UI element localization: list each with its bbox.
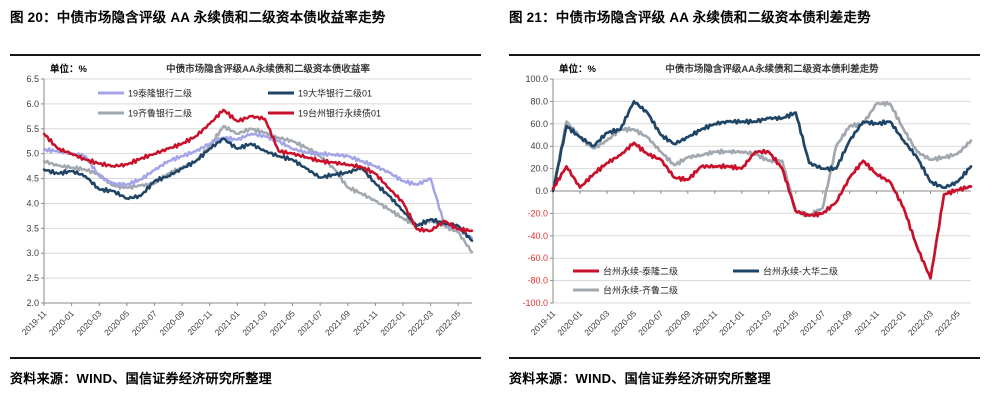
x-axis-label: 2020-05 (102, 308, 131, 337)
series-line-2 (42, 124, 474, 253)
x-axis-label: 2021-03 (744, 308, 773, 337)
figure21-caption: 图 21：中债市场隐含评级 AA 永续债和二级资本债利差走势 (509, 10, 871, 25)
x-axis-label: 2021-05 (268, 308, 297, 337)
x-axis-label: 2022-05 (433, 308, 462, 337)
x-axis-label: 2020-03 (582, 308, 611, 337)
x-axis-label: 2022-01 (378, 308, 407, 337)
y-axis-label: 3.5 (26, 223, 39, 233)
y-axis-label: -60.0 (527, 253, 548, 263)
y-axis-label: 5.5 (26, 123, 39, 133)
unit-label: 单位：% (559, 63, 597, 75)
x-axis-label: 2019-11 (529, 308, 558, 337)
x-axis-label: 2021-05 (771, 308, 800, 337)
x-axis-label: 2022-05 (933, 308, 962, 337)
series-line-1 (551, 99, 973, 192)
x-axis-label: 2021-01 (717, 308, 746, 337)
legend-label: 台州永续-泰隆二级 (603, 265, 678, 276)
x-axis-label: 2019-11 (20, 308, 49, 337)
figure20-caption: 图 20：中债市场隐含评级 AA 永续债和二级资本债收益率走势 (10, 10, 386, 25)
x-axis-label: 2020-01 (555, 308, 584, 337)
x-axis-label: 2022-03 (406, 308, 435, 337)
figure20-line-chart: 6.56.05.55.04.54.03.53.02.52.02019-11202… (20, 63, 474, 337)
legend-label: 台州永续-齐鲁二级 (603, 284, 678, 295)
y-axis-label: -100.0 (522, 298, 548, 308)
x-axis-label: 2020-11 (691, 308, 720, 337)
y-axis-label: 3.0 (26, 248, 39, 258)
y-axis-label: -40.0 (527, 230, 548, 240)
x-axis-label: 2020-01 (47, 308, 76, 337)
chart-title: 中债市场隐含评级AA永续债和二级资本债利差走势 (665, 63, 879, 75)
x-axis-label: 2020-07 (636, 308, 665, 337)
y-axis-label: 40.0 (530, 141, 548, 151)
y-axis-label: 6.5 (26, 74, 39, 84)
y-axis-label: 2.5 (26, 273, 39, 283)
legend-label: 19齐鲁银行二级 (128, 107, 192, 118)
series-line-0 (42, 131, 474, 240)
legend-label: 19大华银行二级01 (298, 87, 372, 98)
figure20-top-rule (10, 54, 481, 56)
x-axis-label: 2020-03 (75, 308, 104, 337)
series-line-3 (42, 108, 474, 233)
figure21-top-rule (509, 54, 980, 56)
y-axis-label: 5.0 (26, 148, 39, 158)
report-figures-row: 图 20：中债市场隐含评级 AA 永续债和二级资本债收益率走势 6.5 6.0 5.… (10, 6, 980, 387)
y-axis-label: 100.0 (525, 74, 548, 84)
y-axis-label: 20.0 (530, 163, 548, 173)
y-axis-label: 4.0 (26, 198, 39, 208)
figure21-bottom-rule (509, 356, 980, 359)
y-axis-label: 80.0 (530, 96, 548, 106)
x-axis-label: 2021-07 (798, 308, 827, 337)
x-axis-label: 2020-11 (185, 308, 214, 337)
x-axis-label: 2020-09 (663, 308, 692, 337)
x-axis-label: 2021-01 (213, 308, 242, 337)
x-axis-label: 2021-11 (351, 308, 380, 337)
y-axis-label: 2.0 (26, 298, 39, 308)
x-axis-label: 2020-09 (157, 308, 186, 337)
figure20-chart-area: 6.5 6.0 5.5 5.0 4.5 4.0 3.5 3.0 2.5 2.0 2019-11 202… (10, 56, 481, 357)
series-line-0 (551, 140, 973, 280)
x-axis-label: 2020-07 (130, 308, 159, 337)
legend-label: 19泰隆银行二级 (128, 87, 192, 98)
y-axis-label: -80.0 (527, 275, 548, 285)
y-axis-label: 60.0 (530, 118, 548, 128)
series-line-1 (42, 136, 474, 242)
y-axis-label: -20.0 (527, 208, 548, 218)
figure21-chart-area: 100.0 80.0 60.0 40.0 20.0 0.0 -20.0 -40.0 -60.0 -… (509, 56, 980, 357)
figure21-line-chart: 100.0 80.0 60.0 40.0 20.0 0.0 -20.0 -40.0 -60.0 -… (522, 63, 973, 337)
legend-label: 台州永续-大华二级 (763, 265, 838, 276)
chart-title: 中债市场隐含评级AA永续债和二级资本债收益率 (166, 63, 370, 75)
figure20-bottom-rule (10, 356, 481, 359)
y-axis-label: 4.5 (26, 173, 39, 183)
x-axis-label: 2021-11 (852, 308, 881, 337)
figure20: 图 20：中债市场隐含评级 AA 永续债和二级资本债收益率走势 6.5 6.0 5.… (10, 6, 481, 387)
figure20-source: 资料来源：WIND、国信证券经济研究所整理 (10, 371, 272, 386)
legend-label: 19台州银行永续债01 (298, 107, 381, 118)
x-axis-label: 2020-05 (609, 308, 638, 337)
figure21: 图 21：中债市场隐含评级 AA 永续债和二级资本债利差走势 100.0 80.0… (509, 6, 980, 387)
x-axis-label: 2021-07 (295, 308, 324, 337)
figure21-source: 资料来源：WIND、国信证券经济研究所整理 (509, 371, 771, 386)
x-axis-label: 2021-03 (240, 308, 269, 337)
x-axis-label: 2022-03 (906, 308, 935, 337)
y-axis-label: 0.0 (535, 186, 548, 196)
unit-label: 单位：% (50, 63, 88, 75)
x-axis-label: 2022-01 (879, 308, 908, 337)
x-axis-label: 2021-09 (825, 308, 854, 337)
x-axis-label: 2021-09 (323, 308, 352, 337)
y-axis-label: 6.0 (26, 98, 39, 108)
series-line-2 (551, 100, 973, 217)
